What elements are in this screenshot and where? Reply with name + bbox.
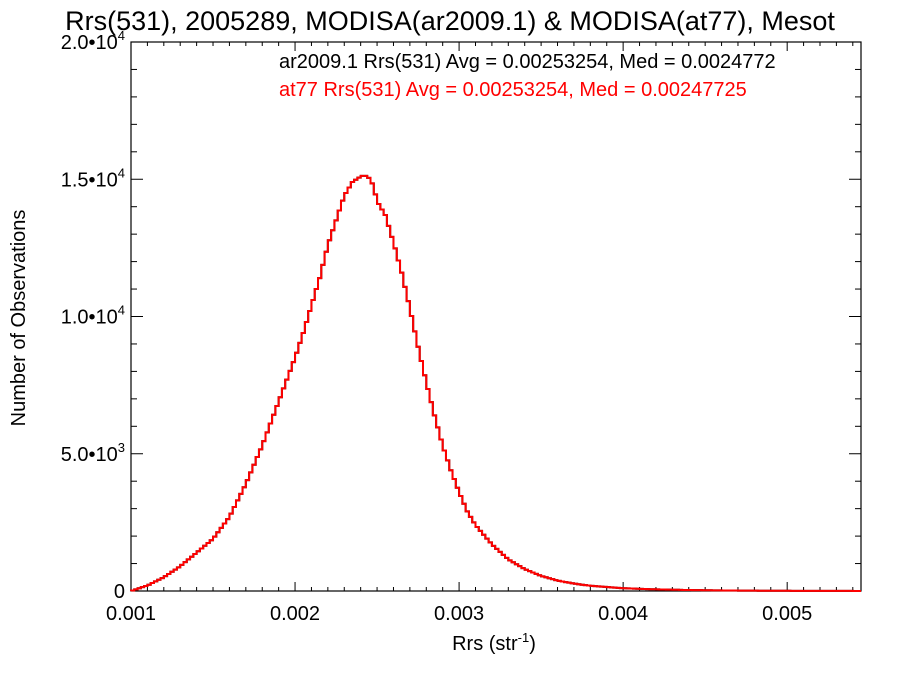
y-tick-label: 1.0•104 (61, 303, 125, 329)
series-layer (130, 174, 861, 592)
chart-title: Rrs(531), 2005289, MODISA(ar2009.1) & MO… (65, 6, 835, 36)
x-axis-ticks: 0.001 0.002 0.003 0.004 0.005 (106, 42, 854, 625)
x-axis-label-close: ) (529, 633, 536, 655)
series-line-ar2009-1 (130, 174, 861, 592)
x-tick-label: 0.001 (106, 603, 156, 625)
legend-entry-ar2009: ar2009.1 Rrs(531) Avg = 0.00253254, Med … (279, 51, 776, 73)
x-tick-label: 0.003 (434, 603, 484, 625)
y-axis-ticks: 0 5.0•103 1.0•104 1.5•104 2.0•104 (61, 28, 861, 603)
y-tick-label: 5.0•103 (61, 440, 125, 466)
y-tick-label: 1.5•104 (61, 165, 125, 191)
x-tick-label: 0.002 (270, 603, 320, 625)
x-tick-label: 0.004 (598, 603, 648, 625)
legend-entry-at77: at77 Rrs(531) Avg = 0.00253254, Med = 0.… (279, 79, 747, 101)
x-tick-label: 0.005 (762, 603, 812, 625)
y-axis-label: Number of Observations (8, 210, 30, 427)
y-tick-label: 0 (114, 581, 125, 603)
x-axis-label-superscript: -1 (518, 630, 530, 645)
x-axis-label: Rrs (str-1) (452, 630, 536, 655)
series-line-at77 (130, 174, 861, 592)
plot-frame (130, 41, 862, 592)
y-tick-label: 2.0•104 (61, 28, 125, 54)
